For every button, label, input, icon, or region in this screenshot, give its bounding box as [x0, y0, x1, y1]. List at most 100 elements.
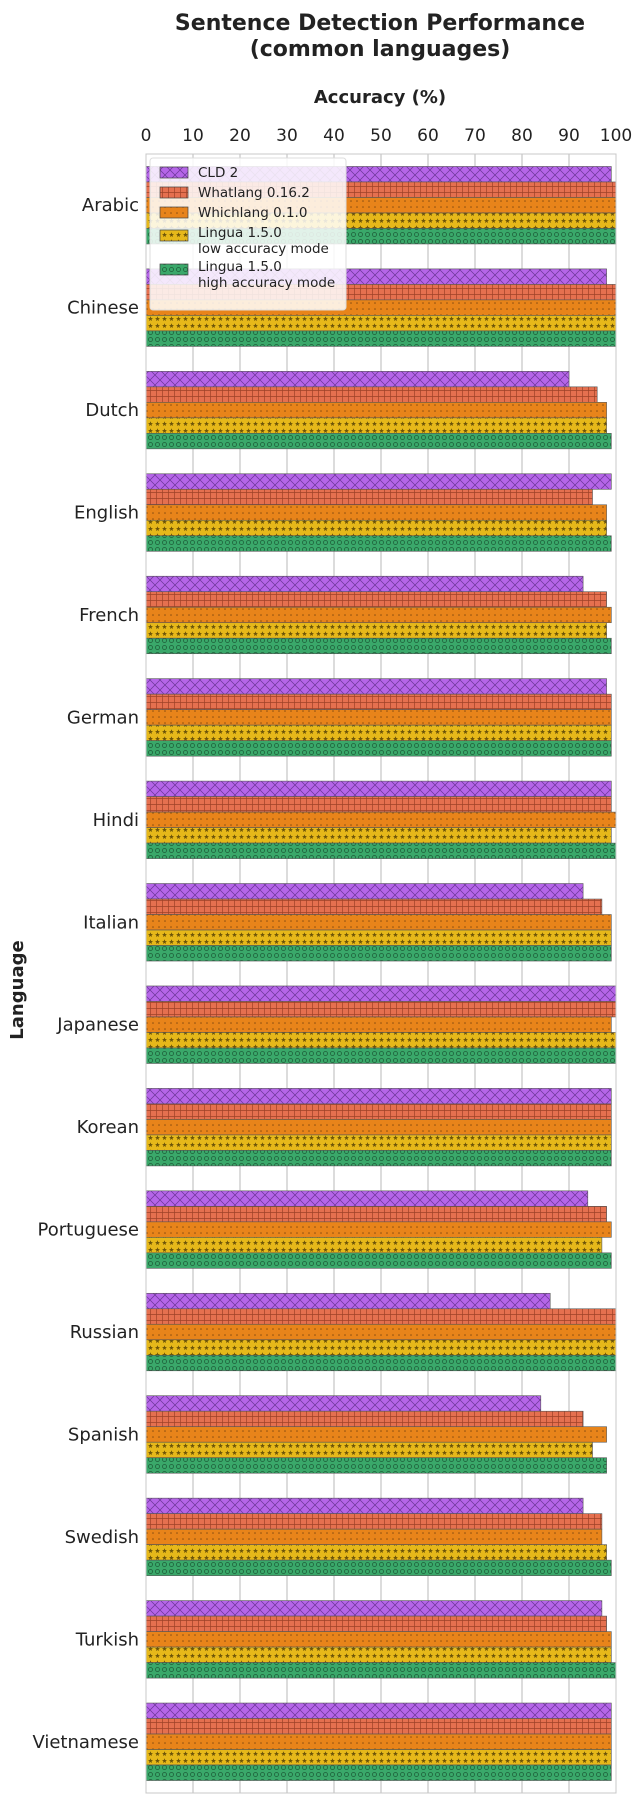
- bar-vietnamese-series-4: [145, 1749, 612, 1766]
- bar-italian-series-5: [145, 945, 612, 962]
- bar-hindi-series-5: [145, 842, 617, 859]
- x-tick-label: 30: [276, 126, 298, 146]
- bar-swedish-series-4: [145, 1544, 607, 1561]
- bar-swedish-series-1: [145, 1497, 584, 1514]
- legend-swatch-1: [159, 166, 189, 179]
- bars: [145, 166, 617, 1781]
- bar-portuguese-series-5: [145, 1252, 612, 1269]
- category-label: French: [79, 605, 139, 626]
- bar-italian-series-1: [145, 883, 584, 900]
- category-label: Chinese: [67, 298, 139, 319]
- bar-french-series-1: [145, 575, 584, 593]
- bar-russian-series-5: [145, 1354, 617, 1372]
- bar-hindi-series-2: [145, 796, 612, 813]
- chart-title-line1: Sentence Detection Performance: [175, 11, 585, 36]
- bar-hindi-series-1: [145, 780, 612, 797]
- bar-english-series-1: [145, 473, 612, 490]
- bar-vietnamese-series-3: [145, 1733, 612, 1750]
- legend: CLD 2 Whatlang 0.16.2 Whichlang 0.1.0 Lingu…: [149, 157, 347, 311]
- category-label: English: [74, 503, 139, 524]
- y-axis-title: Language: [7, 940, 28, 1039]
- bar-russian-series-4: [145, 1339, 617, 1356]
- bar-german-series-3: [145, 709, 612, 726]
- bar-spanish-series-4: [145, 1441, 593, 1459]
- category-label: Vietnamese: [32, 1732, 139, 1753]
- bar-dutch-series-2: [145, 386, 598, 403]
- bar-turkish-series-1: [145, 1600, 603, 1617]
- bar-portuguese-series-1: [145, 1190, 589, 1207]
- bar-japanese-series-5: [145, 1047, 617, 1064]
- bar-german-series-2: [145, 693, 612, 710]
- bar-dutch-series-5: [145, 433, 612, 450]
- x-tick-label: 80: [511, 126, 533, 146]
- bar-russian-series-3: [145, 1323, 617, 1341]
- bar-japanese-series-2: [145, 1001, 617, 1018]
- bar-italian-series-4: [145, 929, 612, 946]
- bar-turkish-series-3: [145, 1631, 612, 1648]
- bar-portuguese-series-3: [145, 1221, 612, 1238]
- bar-russian-series-1: [145, 1292, 551, 1310]
- category-label: Italian: [83, 912, 139, 933]
- bar-korean-series-1: [145, 1088, 612, 1105]
- bar-vietnamese-series-1: [145, 1702, 612, 1719]
- x-tick-label: 20: [229, 126, 251, 146]
- bar-swedish-series-5: [145, 1559, 612, 1576]
- bar-spanish-series-2: [145, 1410, 584, 1428]
- x-tick-labels: 0 10 20 30 40 50 60 70 80 90 100: [141, 126, 633, 146]
- bar-korean-series-5: [145, 1150, 612, 1167]
- bar-korean-series-3: [145, 1119, 612, 1136]
- bar-french-series-2: [145, 591, 607, 608]
- category-label: Dutch: [85, 400, 139, 421]
- legend-label-5: Lingua 1.5.0 high accuracy mode: [198, 259, 335, 291]
- legend-swatch-3: [159, 206, 189, 219]
- bar-dutch-series-1: [145, 371, 570, 388]
- category-label: Turkish: [75, 1629, 139, 1650]
- bar-chinese-series-4: [145, 315, 617, 332]
- bar-japanese-series-4: [145, 1032, 617, 1049]
- legend-label-2: Whatlang 0.16.2: [198, 185, 310, 201]
- legend-label-1: CLD 2: [198, 165, 238, 181]
- bar-italian-series-2: [145, 898, 603, 915]
- bar-turkish-series-2: [145, 1615, 607, 1632]
- bar-french-series-3: [145, 606, 612, 624]
- x-tick-label: 50: [370, 126, 392, 146]
- bar-spanish-series-3: [145, 1426, 607, 1443]
- bar-hindi-series-4: [145, 827, 612, 844]
- bar-korean-series-4: [145, 1134, 612, 1151]
- x-tick-label: 70: [464, 126, 486, 146]
- bar-spanish-series-1: [145, 1395, 542, 1412]
- bar-german-series-4: [145, 724, 612, 741]
- bar-turkish-series-5: [145, 1662, 617, 1679]
- bar-swedish-series-3: [145, 1528, 603, 1545]
- bar-french-series-4: [145, 622, 607, 639]
- bar-turkish-series-4: [145, 1646, 612, 1663]
- bar-english-series-5: [145, 535, 612, 552]
- bar-english-series-3: [145, 504, 607, 521]
- legend-label-3: Whichlang 0.1.0: [198, 205, 307, 221]
- category-label: Korean: [77, 1117, 139, 1138]
- category-label: Swedish: [65, 1527, 139, 1548]
- legend-swatch-5: [159, 263, 189, 276]
- bar-swedish-series-2: [145, 1513, 603, 1530]
- bar-german-series-1: [145, 678, 607, 695]
- x-tick-label: 40: [323, 126, 345, 146]
- bar-japanese-series-1: [145, 985, 617, 1002]
- legend-label-4: Lingua 1.5.0 low accuracy mode: [198, 225, 329, 257]
- category-label: Japanese: [56, 1015, 139, 1036]
- bar-english-series-2: [145, 488, 593, 506]
- category-labels: Arabic Chinese Dutch English French German Hin…: [32, 195, 139, 1753]
- category-label: German: [67, 707, 139, 728]
- x-tick-label: 0: [141, 126, 152, 146]
- category-label: Portuguese: [38, 1220, 139, 1241]
- bar-hindi-series-3: [145, 811, 617, 828]
- bar-portuguese-series-2: [145, 1206, 607, 1223]
- x-axis-title: Accuracy (%): [314, 87, 446, 108]
- bar-vietnamese-series-2: [145, 1718, 612, 1735]
- plot-frame: [145, 153, 617, 1794]
- bar-portuguese-series-4: [145, 1237, 603, 1254]
- category-label: Arabic: [82, 195, 139, 216]
- bar-spanish-series-5: [145, 1457, 607, 1474]
- bar-german-series-5: [145, 740, 612, 757]
- x-tick-label: 60: [417, 126, 439, 146]
